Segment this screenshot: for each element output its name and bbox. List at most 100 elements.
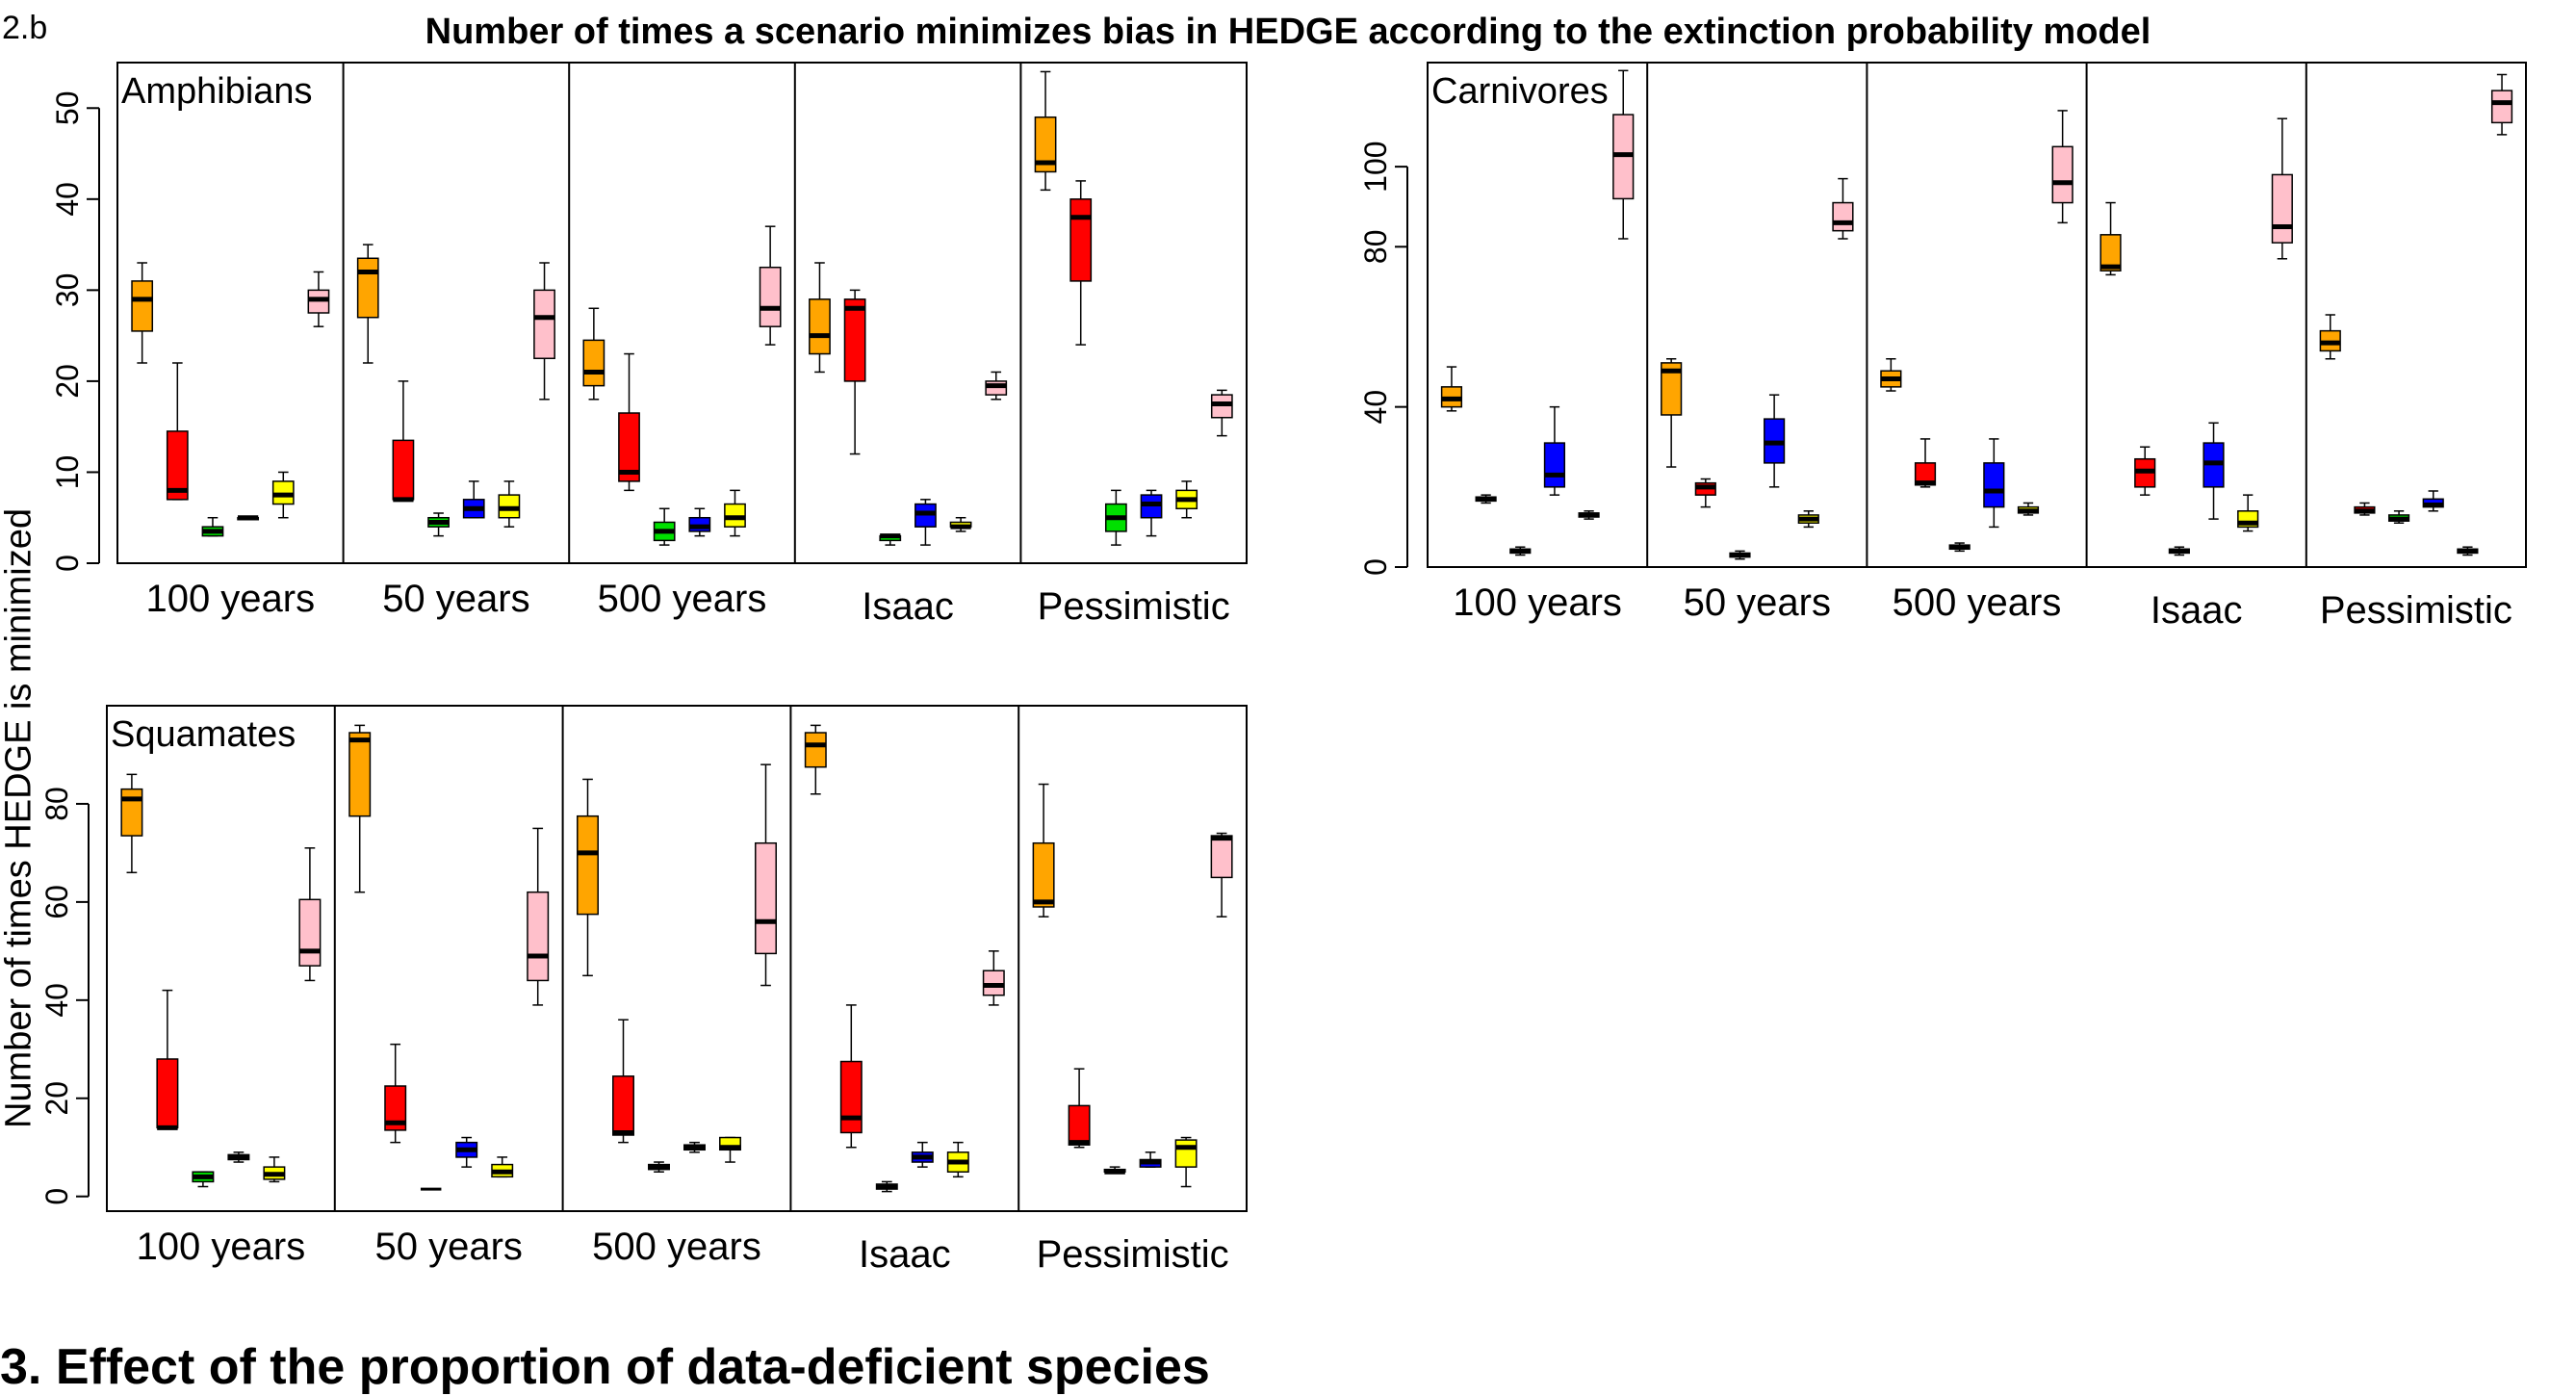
box-squamates-500-years-3 bbox=[648, 1161, 670, 1173]
box-amphibians-pessimistic-3 bbox=[1104, 489, 1127, 546]
box-squamates-100-years-4 bbox=[227, 1151, 250, 1163]
box-carnivores-pessimistic-6 bbox=[2490, 73, 2513, 136]
figure-label: 2.b bbox=[2, 10, 48, 46]
box-squamates-50-years-4 bbox=[455, 1136, 478, 1168]
x-group-label-isaac: Isaac bbox=[862, 585, 954, 628]
box-body bbox=[809, 298, 831, 355]
box-amphibians-50-years-2 bbox=[392, 380, 415, 503]
box-body bbox=[839, 1060, 863, 1134]
x-group-label-100-years: 100 years bbox=[137, 1226, 306, 1268]
box-carnivores-pessimistic-2 bbox=[2354, 502, 2376, 516]
box-amphibians-50-years-3 bbox=[427, 512, 450, 537]
box-body bbox=[577, 814, 599, 916]
box-body bbox=[843, 298, 866, 382]
y-tick-label: 100 bbox=[1358, 141, 1393, 192]
box-squamates-pessimistic-6 bbox=[1210, 832, 1233, 918]
x-group-label-pessimistic: Pessimistic bbox=[2320, 589, 2512, 632]
box-body bbox=[1032, 841, 1055, 908]
y-tick-label: 30 bbox=[50, 273, 85, 308]
box-body bbox=[527, 891, 550, 982]
plot-frame bbox=[1427, 62, 2527, 568]
box-body bbox=[618, 412, 640, 482]
box-body bbox=[1068, 1104, 1091, 1146]
box-body bbox=[131, 280, 154, 332]
x-group-label-50-years: 50 years bbox=[1684, 582, 1831, 624]
box-body bbox=[348, 732, 372, 817]
box-carnivores-50-years-2 bbox=[1694, 478, 1716, 508]
box-amphibians-50-years-4 bbox=[462, 480, 485, 519]
box-amphibians-isaac-2 bbox=[843, 289, 866, 455]
x-group-label-pessimistic: Pessimistic bbox=[1037, 1233, 1229, 1276]
box-body bbox=[120, 788, 143, 837]
box-carnivores-pessimistic-5 bbox=[2457, 546, 2479, 556]
box-carnivores-100-years-5 bbox=[1578, 510, 1600, 520]
box-squamates-pessimistic-2 bbox=[1068, 1068, 1091, 1149]
box-carnivores-500-years-6 bbox=[2051, 110, 2074, 224]
box-body bbox=[1983, 462, 2005, 508]
y-tick-label: 0 bbox=[50, 555, 85, 572]
box-body bbox=[759, 266, 782, 327]
box-amphibians-100-years-2 bbox=[166, 362, 189, 501]
x-group-label-100-years: 100 years bbox=[1453, 582, 1622, 624]
box-squamates-500-years-5 bbox=[719, 1136, 741, 1163]
x-group-label-500-years: 500 years bbox=[598, 578, 767, 620]
y-tick-label: 20 bbox=[50, 364, 85, 399]
y-tick-label: 40 bbox=[50, 182, 85, 217]
box-carnivores-50-years-4 bbox=[1764, 394, 1786, 488]
box-squamates-isaac-5 bbox=[946, 1141, 969, 1178]
box-squamates-isaac-4 bbox=[911, 1141, 934, 1168]
x-group-label-pessimistic: Pessimistic bbox=[1038, 585, 1230, 628]
box-amphibians-100-years-5 bbox=[271, 471, 295, 519]
box-carnivores-500-years-5 bbox=[2017, 502, 2040, 516]
box-carnivores-500-years-3 bbox=[1948, 542, 1971, 553]
box-carnivores-isaac-3 bbox=[2168, 546, 2190, 556]
box-amphibians-100-years-6 bbox=[307, 271, 330, 327]
box-squamates-50-years-2 bbox=[384, 1043, 407, 1144]
box-body bbox=[755, 841, 777, 955]
box-body bbox=[2490, 90, 2513, 124]
box-body bbox=[1661, 362, 1683, 416]
box-amphibians-100-years-1 bbox=[131, 262, 154, 364]
box-squamates-500-years-6 bbox=[755, 763, 777, 987]
box-squamates-pessimistic-4 bbox=[1139, 1151, 1162, 1168]
panel-title-amphibians: Amphibians bbox=[121, 71, 313, 112]
box-body bbox=[533, 289, 555, 360]
box-amphibians-500-years-4 bbox=[688, 507, 711, 537]
box-squamates-500-years-1 bbox=[577, 778, 599, 977]
box-carnivores-100-years-3 bbox=[1509, 546, 1532, 556]
box-body bbox=[1174, 1139, 1198, 1168]
box-amphibians-50-years-6 bbox=[533, 262, 555, 401]
box-amphibians-isaac-1 bbox=[809, 262, 831, 374]
plot-frame bbox=[106, 705, 1248, 1212]
box-squamates-isaac-6 bbox=[982, 950, 1005, 1006]
y-tick-label: 20 bbox=[39, 1081, 74, 1116]
box-amphibians-500-years-3 bbox=[653, 507, 676, 546]
box-body bbox=[2051, 145, 2074, 204]
box-carnivores-isaac-6 bbox=[2271, 117, 2293, 260]
box-body bbox=[1034, 116, 1057, 173]
y-tick-label: 40 bbox=[1358, 390, 1393, 425]
box-carnivores-pessimistic-1 bbox=[2319, 314, 2341, 360]
box-carnivores-isaac-5 bbox=[2237, 494, 2259, 532]
box-squamates-isaac-1 bbox=[804, 724, 827, 795]
box-squamates-pessimistic-3 bbox=[1103, 1166, 1126, 1175]
box-squamates-pessimistic-5 bbox=[1174, 1136, 1198, 1188]
box-amphibians-500-years-2 bbox=[618, 352, 640, 492]
box-squamates-100-years-2 bbox=[156, 989, 179, 1130]
box-amphibians-50-years-1 bbox=[356, 244, 379, 364]
box-carnivores-isaac-2 bbox=[2134, 446, 2156, 496]
box-squamates-500-years-2 bbox=[612, 1019, 634, 1144]
box-amphibians-100-years-4 bbox=[237, 515, 260, 521]
box-squamates-100-years-1 bbox=[120, 773, 143, 874]
y-tick-label: 40 bbox=[39, 983, 74, 1018]
y-tick-label: 10 bbox=[50, 455, 85, 490]
x-group-label-isaac: Isaac bbox=[859, 1233, 951, 1276]
x-group-label-100-years: 100 years bbox=[145, 578, 315, 620]
figure-title: Number of times a scenario minimizes bia… bbox=[425, 12, 2151, 52]
box-squamates-50-years-1 bbox=[348, 724, 372, 893]
box-body bbox=[1210, 835, 1233, 879]
box-carnivores-50-years-1 bbox=[1661, 357, 1683, 468]
y-tick-label: 50 bbox=[50, 90, 85, 125]
